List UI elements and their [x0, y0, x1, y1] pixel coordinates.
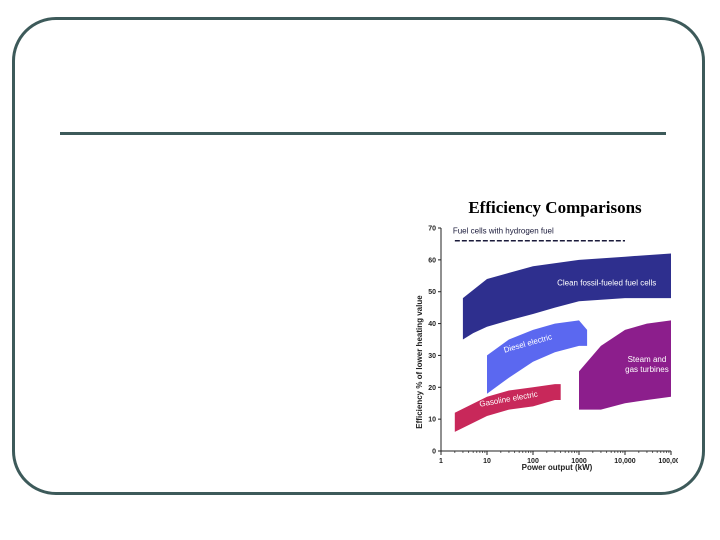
- x-tick-label: 100,000: [658, 458, 678, 465]
- y-tick-label: 60: [428, 257, 436, 264]
- x-tick-label: 100: [527, 458, 539, 465]
- y-tick-label: 10: [428, 417, 436, 424]
- reference-label-fuel-cells-with-hydrogen-fuel: Fuel cells with hydrogen fuel: [453, 227, 554, 236]
- series-steam-and-gas-turbines-band: [579, 320, 671, 410]
- y-tick-label: 0: [432, 449, 436, 456]
- series-label-clean-fossil-fueled-fuel-cells: Clean fossil-fueled fuel cells: [557, 278, 656, 287]
- axes: 0 10 20 30 40 50 60 70 1 10 100 1000 10,000 100,000: [428, 226, 678, 466]
- series-label-steam-and-gas-turbines: Steam and gas turbines: [625, 355, 669, 374]
- y-tick-label: 50: [428, 289, 436, 296]
- x-tick-label: 1: [439, 458, 443, 465]
- x-tick-label: 10,000: [614, 458, 636, 465]
- y-tick-label: 30: [428, 353, 436, 360]
- y-tick-label: 20: [428, 385, 436, 392]
- x-axis-label: Power output (kW): [522, 463, 593, 472]
- chart-title: Efficiency Comparisons: [468, 198, 642, 217]
- series-diesel-electric-band: [487, 320, 588, 394]
- y-tick-label: 40: [428, 321, 436, 328]
- slide-frame: [12, 17, 705, 495]
- series-gasoline-electric-band: [454, 384, 561, 432]
- x-tick-label: 10: [483, 458, 491, 465]
- x-tick-label: 1000: [571, 458, 587, 465]
- y-axis-label: Efficiency % of lower heating value: [415, 295, 424, 429]
- series-clean-fossil-fueled-fuel-cells-band: [462, 253, 671, 340]
- title-divider: [60, 132, 666, 135]
- y-tick-label: 70: [428, 226, 436, 233]
